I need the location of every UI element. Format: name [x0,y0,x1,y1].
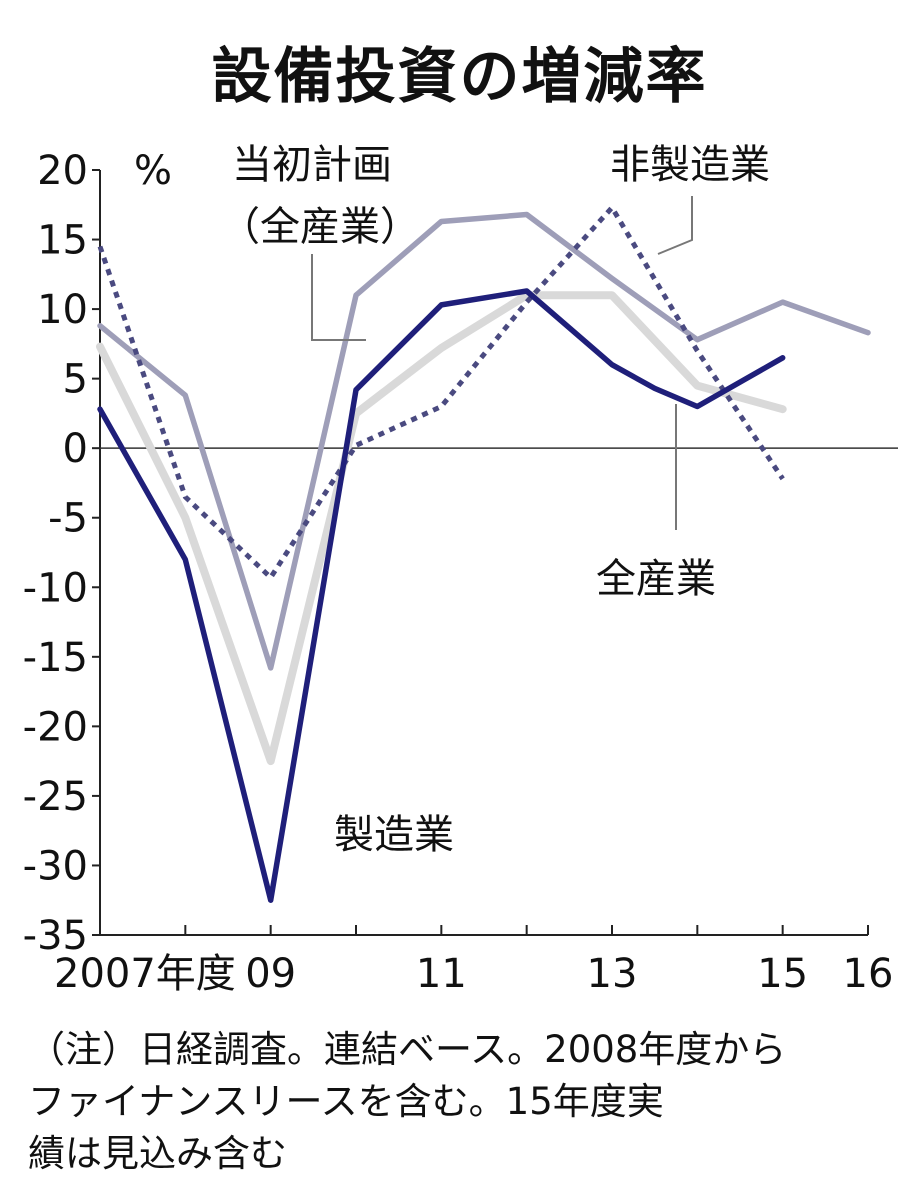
label-all-industries: 全産業 [596,556,716,602]
y-tick-label: 15 [37,218,88,264]
y-tick-label: 0 [63,426,88,472]
footnote-line-1: （注）日経調査。連結ベース。2008年度から [28,1028,787,1071]
y-tick-label: 10 [37,287,88,333]
chart-title: 設備投資の増減率 [211,42,708,112]
label-initial-plan: 当初計画 [232,142,392,188]
series-line-3 [97,205,785,580]
label-manufacturing: 製造業 [334,812,454,858]
series-line-2 [97,288,786,903]
y-tick-label: -10 [23,565,88,611]
line-chart: 20 15 10 5 0 -5 -10 -15 -20 -25 -30 -35% 2007年度 09 11 1… [23,142,898,997]
x-tick-label: 16 [843,951,894,997]
y-tick-label: -5 [48,496,88,542]
footnote: （注）日経調査。連結ベース。2008年度から ファイナンスリースを含む。15年度… [28,1024,908,1180]
y-tick-label: -25 [23,774,88,820]
y-tick-label: -20 [23,704,88,750]
y-tick-label: -30 [23,843,88,889]
chart-axes: 20 15 10 5 0 -5 -10 -15 -20 -25 -30 -35% 2007年度 09 11 1… [23,148,898,997]
label-leader [657,196,693,255]
chart-series [96,205,871,903]
y-tick-label: 20 [37,148,88,194]
x-tick-label: 13 [587,951,638,997]
x-tick-label: 11 [416,951,467,997]
label-initial-plan-sub: （全産業） [220,204,420,250]
series-line-1 [96,291,787,766]
label-non-manufacturing: 非製造業 [610,142,770,188]
label-leader [311,254,366,341]
y-tick-label: -15 [23,635,88,681]
y-tick-label: -35 [23,913,88,959]
series-line-0 [97,211,871,671]
y-axis-unit: % [134,148,172,194]
footnote-line-2: ファイナンスリースを含む。15年度実 [28,1080,664,1123]
x-tick-label: 09 [245,951,296,997]
x-tick-label: 2007年度 [54,951,236,997]
footnote-line-3: 績は見込み含む [28,1132,287,1175]
x-tick-label: 15 [757,951,808,997]
y-tick-label: 5 [63,357,88,403]
